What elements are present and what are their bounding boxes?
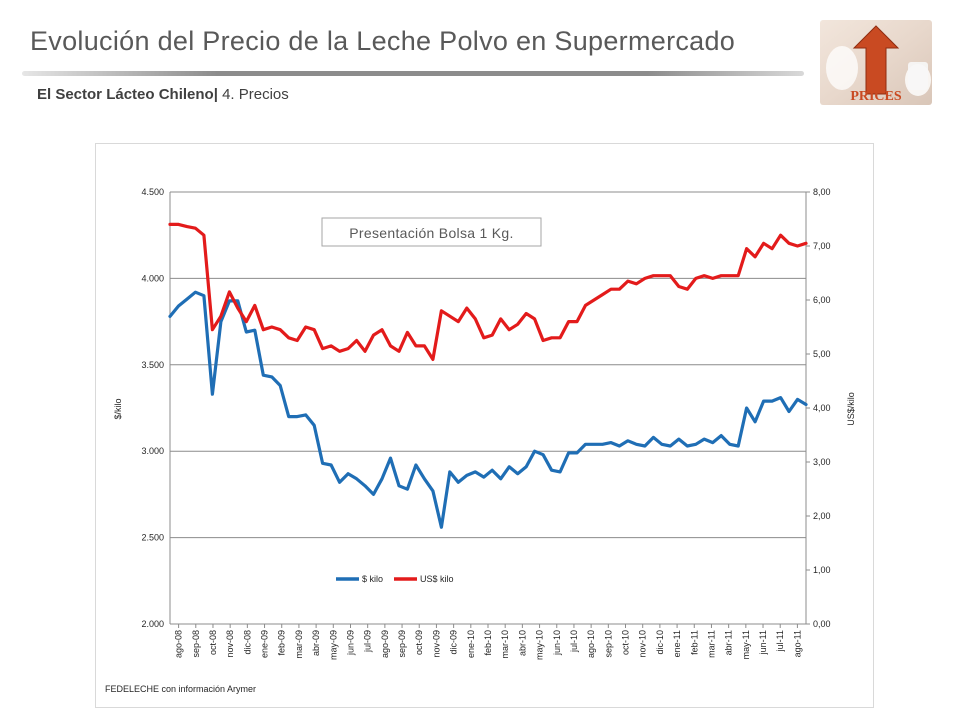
price-chart: 2.000 2.500 3.000 3.500 4.000 4.500 0,00 1,00 2… bbox=[95, 143, 874, 708]
x-tick-label: oct-08 bbox=[208, 630, 218, 655]
prices-logo: PRICES bbox=[820, 20, 932, 105]
y-left-tick-label: 3.500 bbox=[141, 360, 164, 370]
x-tick-label: nov-08 bbox=[225, 630, 235, 658]
y-right-tick-label: 2,00 bbox=[813, 511, 831, 521]
x-tick-label: sep-08 bbox=[191, 630, 201, 658]
x-tick-label: mar-09 bbox=[294, 630, 304, 659]
y-left-tick-label: 4.500 bbox=[141, 187, 164, 197]
x-tick-label: abr-09 bbox=[311, 630, 321, 656]
x-tick-label: ago-11 bbox=[792, 630, 802, 657]
y-right-tick-label: 0,00 bbox=[813, 619, 831, 629]
x-tick-label: dic-08 bbox=[242, 630, 252, 655]
x-tick-label: dic-10 bbox=[655, 630, 665, 655]
x-tick-label: abr-11 bbox=[724, 630, 734, 655]
axes bbox=[169, 192, 807, 625]
legend-item-pesos: $ kilo bbox=[336, 574, 383, 584]
x-tick-label: abr-10 bbox=[517, 630, 527, 656]
x-tick-label: mar-11 bbox=[706, 630, 716, 658]
page-title: Evolución del Precio de la Leche Polvo e… bbox=[30, 26, 736, 56]
x-axis-ticks: ago-08 sep-08 oct-08 nov-08 dic-08 ene-09 feb-… bbox=[174, 624, 802, 660]
legend: $ kilo US$ kilo bbox=[336, 574, 454, 584]
x-tick-label: feb-09 bbox=[277, 630, 287, 656]
y-left-tick-label: 4.000 bbox=[141, 273, 164, 283]
x-tick-label: jul-10 bbox=[569, 630, 579, 653]
x-tick-label: ene-11 bbox=[672, 630, 682, 657]
x-tick-label: ene-09 bbox=[260, 630, 270, 658]
y-axis-right-label: US$/kilo bbox=[846, 392, 856, 426]
grid-lines bbox=[170, 191, 806, 625]
x-tick-label: ago-10 bbox=[586, 630, 596, 658]
section-breadcrumb: El Sector Lácteo Chileno| 4. Precios bbox=[37, 86, 289, 103]
breadcrumb-section: El Sector Lácteo Chileno| bbox=[37, 86, 218, 103]
price-chart-svg: 2.000 2.500 3.000 3.500 4.000 4.500 0,00 1,00 2… bbox=[113, 187, 856, 660]
x-tick-label: feb-10 bbox=[483, 630, 493, 656]
y-right-tick-label: 7,00 bbox=[813, 241, 831, 251]
y-left-tick-label: 2.500 bbox=[141, 533, 164, 543]
y-right-tick-label: 4,00 bbox=[813, 403, 831, 413]
x-tick-label: jun-10 bbox=[552, 630, 562, 656]
x-tick-label: feb-11 bbox=[689, 630, 699, 655]
prices-logo-image: PRICES bbox=[820, 20, 932, 105]
series-line-usd bbox=[168, 222, 808, 361]
annotation-box: Presentación Bolsa 1 Kg. bbox=[321, 217, 542, 247]
y-left-tick-label: 2.000 bbox=[141, 619, 164, 629]
x-tick-label: oct-10 bbox=[621, 630, 631, 655]
y-right-tick-label: 6,00 bbox=[813, 295, 831, 305]
y-right-tick-label: 1,00 bbox=[813, 565, 831, 575]
x-tick-label: dic-09 bbox=[449, 630, 459, 655]
y-axis-right-ticks: 0,00 1,00 2,00 3,00 4,00 5,00 6,00 7,00 8,00 bbox=[806, 187, 831, 629]
y-axis-left-label: $/kilo bbox=[113, 398, 123, 419]
legend-label-pesos: $ kilo bbox=[362, 574, 383, 584]
x-tick-label: jul-11 bbox=[775, 630, 785, 652]
x-tick-label: mar-10 bbox=[500, 630, 510, 659]
source-note: FEDELECHE con información Arymer bbox=[105, 684, 257, 694]
legend-item-usd: US$ kilo bbox=[394, 574, 454, 584]
legend-label-usd: US$ kilo bbox=[420, 574, 454, 584]
x-tick-label: jun-11 bbox=[758, 630, 768, 655]
x-tick-label: sep-10 bbox=[603, 630, 613, 658]
x-tick-label: may-09 bbox=[328, 630, 338, 660]
x-tick-label: oct-09 bbox=[414, 630, 424, 655]
y-axis-left-ticks: 2.000 2.500 3.000 3.500 4.000 4.500 bbox=[141, 187, 164, 629]
annotation-text: Presentación Bolsa 1 Kg. bbox=[349, 225, 513, 241]
x-tick-label: ago-08 bbox=[174, 630, 184, 658]
x-tick-label: nov-10 bbox=[638, 630, 648, 658]
x-tick-label: ago-09 bbox=[380, 630, 390, 658]
logo-label: PRICES bbox=[850, 89, 902, 104]
y-right-tick-label: 8,00 bbox=[813, 187, 831, 197]
y-left-tick-label: 3.000 bbox=[141, 446, 164, 456]
x-tick-label: jul-09 bbox=[363, 630, 373, 653]
x-tick-label: nov-09 bbox=[431, 630, 441, 658]
series-lines bbox=[168, 222, 808, 529]
x-tick-label: may-10 bbox=[535, 630, 545, 660]
series-line-pesos bbox=[168, 290, 808, 529]
title-divider bbox=[22, 71, 804, 76]
x-tick-label: sep-09 bbox=[397, 630, 407, 658]
arrow-up-icon bbox=[852, 25, 900, 95]
x-tick-label: jun-09 bbox=[345, 630, 355, 656]
y-right-tick-label: 3,00 bbox=[813, 457, 831, 467]
x-tick-label: may-11 bbox=[741, 630, 751, 659]
breadcrumb-page: 4. Precios bbox=[217, 86, 289, 103]
y-right-tick-label: 5,00 bbox=[813, 349, 831, 359]
x-tick-label: ene-10 bbox=[466, 630, 476, 658]
